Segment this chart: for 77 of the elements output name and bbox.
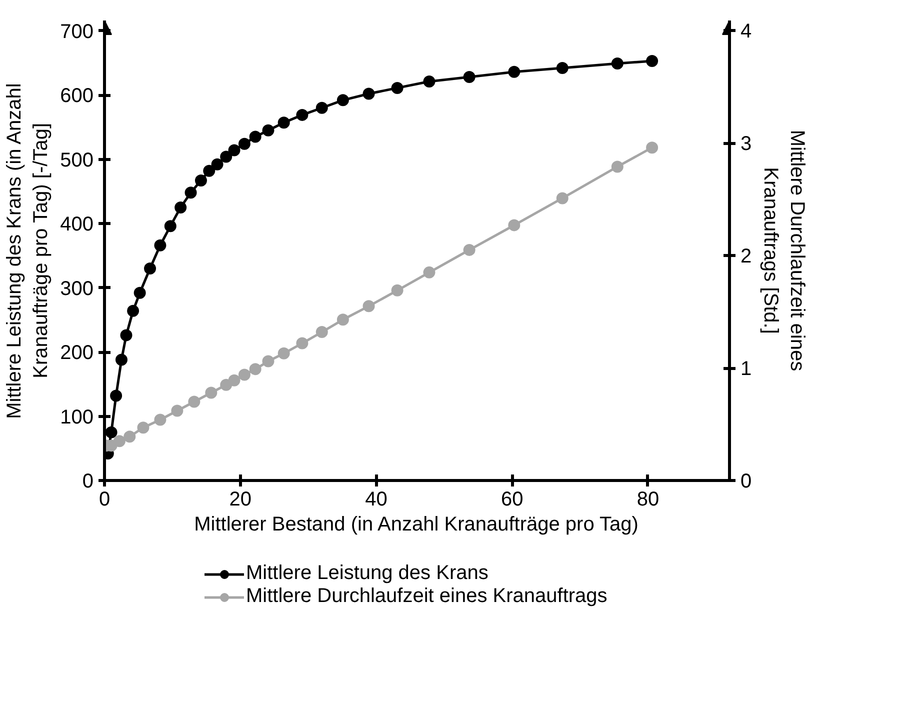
point (336, 314, 349, 326)
point (164, 220, 176, 232)
point (238, 138, 250, 150)
point (556, 62, 568, 74)
point (423, 266, 436, 278)
x-tick-label: 20 (229, 488, 252, 510)
point (105, 426, 118, 438)
y-axis-title: Mittlere Leistung des Krans (in Anzahl Kranaufträge pro Tag) [-/Tag] (4, 83, 52, 419)
x-axis-title: Mittlerer Bestand (in Anzahl Kranaufträge pro Tag) (194, 514, 638, 536)
point (220, 150, 232, 163)
point (296, 108, 308, 121)
point (316, 326, 328, 338)
point (249, 363, 262, 376)
point (184, 186, 197, 199)
x-tick-label: 60 (500, 488, 524, 510)
point (110, 390, 122, 402)
x-tick-label: 40 (365, 488, 388, 510)
point (228, 374, 240, 386)
point (203, 164, 216, 177)
point (611, 58, 624, 70)
point (391, 82, 404, 94)
point (646, 142, 658, 154)
y-tick-label: 600 (60, 85, 94, 108)
point (188, 396, 200, 408)
point (228, 144, 240, 156)
point (278, 347, 290, 360)
y2-tick-label: 4 (740, 20, 752, 43)
legend-label: Mittlere Durchlaufzeit eines Kranauftrags (246, 585, 608, 608)
y-tick-label: 0 (82, 470, 94, 492)
point (137, 422, 150, 434)
point (154, 414, 166, 426)
point (171, 404, 184, 417)
point (508, 219, 520, 232)
y2-tick-label: 0 (740, 470, 752, 492)
point (262, 355, 274, 368)
point (127, 304, 140, 317)
y2-tick-label: 2 (740, 246, 752, 268)
y-tick-label: 400 (60, 214, 94, 236)
point (262, 124, 274, 136)
point (611, 160, 624, 173)
point (278, 116, 290, 129)
point (174, 201, 187, 214)
y-tick-label: 500 (60, 149, 94, 172)
point (556, 192, 568, 204)
point (646, 54, 658, 67)
point (362, 300, 375, 312)
point (238, 368, 250, 381)
point (113, 435, 126, 448)
x-tick-label: 0 (98, 488, 110, 510)
x-tick-label: 80 (636, 488, 660, 510)
point (296, 337, 308, 350)
y2-tick-label: 3 (740, 133, 752, 156)
point (120, 329, 132, 342)
point (211, 158, 224, 170)
point (194, 174, 207, 186)
y-tick-label: 200 (60, 342, 94, 364)
point (124, 430, 136, 443)
y-tick-label: 100 (60, 406, 94, 428)
point (316, 102, 328, 114)
point (144, 262, 156, 274)
point (134, 286, 146, 299)
point (362, 88, 375, 100)
y2-tick-label: 1 (740, 358, 752, 380)
point (391, 284, 404, 296)
y-tick-label: 700 (60, 20, 94, 43)
point (508, 66, 520, 78)
point (423, 76, 436, 88)
point (205, 386, 218, 399)
y-tick-label: 300 (60, 278, 94, 300)
point (154, 239, 166, 252)
point (249, 130, 262, 143)
point (463, 244, 476, 256)
y2-axis-title: Mittlere Durchlaufzeit eines Kranauftrags [Std.] (760, 130, 808, 372)
point (336, 94, 349, 106)
point (115, 354, 128, 366)
point (463, 71, 476, 84)
legend-label: Mittlere Leistung des Krans (246, 562, 488, 585)
